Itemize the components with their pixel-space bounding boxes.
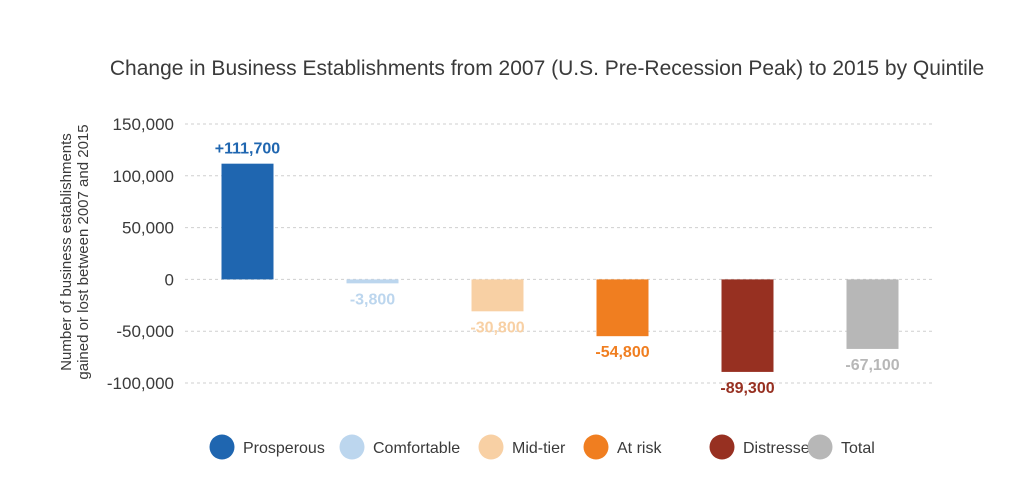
legend-swatch <box>583 434 609 460</box>
y-axis-label-line-1: Number of business establishments <box>58 133 75 371</box>
legend-label: Distressed <box>743 440 819 457</box>
legend-label: Mid-tier <box>512 440 566 457</box>
bar-total <box>846 279 899 349</box>
bars <box>221 163 899 372</box>
y-tick-label: 100,000 <box>113 167 174 186</box>
bar-prosperous <box>221 163 274 280</box>
y-tick-label: 150,000 <box>113 115 174 134</box>
data-label: -67,100 <box>845 357 899 374</box>
legend-item: At risk <box>583 434 662 460</box>
y-axis-label: Number of business establishments gained… <box>58 124 92 379</box>
legend-swatch <box>709 434 735 460</box>
y-axis-label-line-2: gained or lost between 2007 and 2015 <box>75 124 92 379</box>
legend-item: Prosperous <box>209 434 325 460</box>
bar-mid-tier <box>471 279 524 312</box>
legend: Prosperous Comfortable Mid-tier At risk Dist… <box>209 434 875 460</box>
data-labels: +111,700 -3,800 -30,800 -54,800 -89,300 -67,1… <box>215 141 900 397</box>
legend-item: Mid-tier <box>478 434 566 460</box>
data-label: -3,800 <box>350 291 395 308</box>
gridlines <box>185 123 935 384</box>
y-tick-label: -50,000 <box>116 322 174 341</box>
bar-distressed <box>721 279 774 372</box>
legend-swatch <box>807 434 833 460</box>
legend-label: Prosperous <box>243 440 325 457</box>
legend-label: At risk <box>617 440 662 457</box>
legend-label: Total <box>841 440 875 457</box>
y-tick-label: 50,000 <box>122 219 174 238</box>
chart-title: Change in Business Establishments from 2… <box>110 57 984 80</box>
legend-label: Comfortable <box>373 440 460 457</box>
y-tick-label: 0 <box>165 270 174 289</box>
data-label: -30,800 <box>470 319 524 336</box>
y-tick-label: -100,000 <box>107 374 174 393</box>
legend-item: Total <box>807 434 875 460</box>
legend-item: Comfortable <box>339 434 460 460</box>
y-axis-ticks: 150,000 100,000 50,000 0 -50,000 -100,000 <box>107 115 174 393</box>
legend-swatch <box>478 434 504 460</box>
legend-swatch <box>209 434 235 460</box>
data-label: -89,300 <box>720 380 774 397</box>
data-label: +111,700 <box>215 141 281 158</box>
legend-item: Distressed <box>709 434 819 460</box>
legend-swatch <box>339 434 365 460</box>
data-label: -54,800 <box>595 344 649 361</box>
bar-comfortable <box>346 279 399 284</box>
bar-at-risk <box>596 279 649 337</box>
